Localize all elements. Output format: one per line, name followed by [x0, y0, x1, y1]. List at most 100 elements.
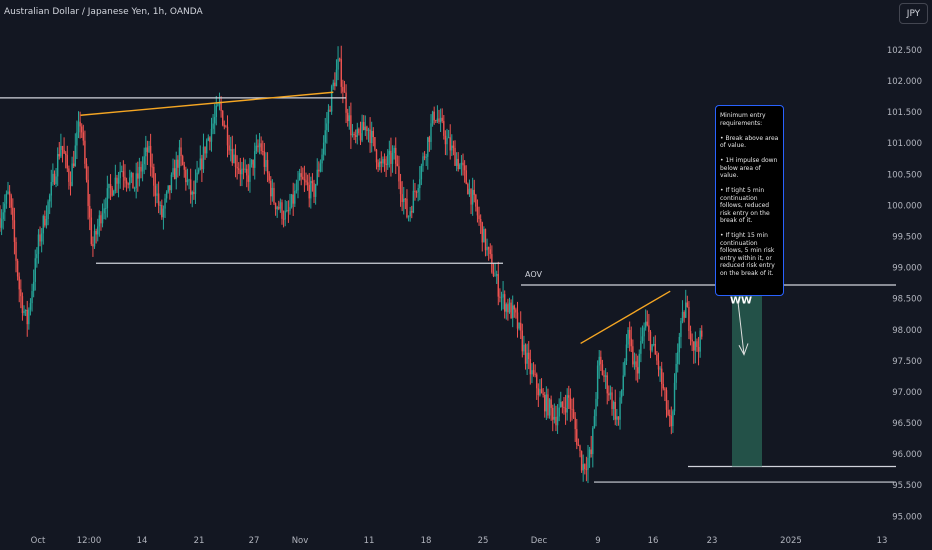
- time-axis[interactable]: Oct 12:00 14 21 27 Nov 11 18 25 Dec 9 16 23 2025 13: [31, 536, 888, 546]
- note-line: continuation: [720, 194, 758, 202]
- candle-body: [148, 145, 150, 152]
- time-tick-label: 11: [364, 536, 375, 546]
- candle-body: [274, 203, 277, 210]
- candle-body: [87, 179, 89, 206]
- candle-body: [606, 375, 608, 394]
- candle-body: [481, 222, 483, 243]
- price-tick-label: 98.000: [892, 326, 922, 336]
- candle-body: [34, 258, 36, 282]
- candle-body: [552, 407, 554, 420]
- candle-body: [693, 341, 695, 351]
- candle-body: [183, 164, 185, 170]
- candle-body: [170, 174, 173, 191]
- note-line: [720, 127, 779, 135]
- candle-body: [164, 198, 166, 209]
- candle-body: [699, 330, 701, 352]
- candle-body: [452, 145, 455, 148]
- upper-trendline[interactable]: [80, 91, 334, 116]
- currency-button[interactable]: JPY: [899, 3, 928, 24]
- candle-body: [278, 207, 280, 209]
- candle-body: [669, 414, 671, 417]
- price-tick-label: 99.000: [892, 264, 922, 274]
- candlestick-series: [0, 45, 703, 484]
- candle-body: [178, 147, 181, 168]
- candle-body: [177, 159, 179, 168]
- candle-body: [372, 130, 375, 138]
- candle-body: [359, 133, 362, 141]
- candle-body: [505, 304, 507, 312]
- candle-body: [284, 210, 286, 220]
- candle-body: [18, 276, 20, 290]
- candle-body: [50, 181, 52, 196]
- candle-body: [48, 195, 51, 202]
- candle-body: [143, 156, 145, 165]
- candle-body: [547, 394, 549, 416]
- candle-body: [28, 309, 30, 325]
- candle-body: [82, 132, 85, 141]
- candle-body: [169, 185, 171, 191]
- candle-body: [582, 464, 584, 471]
- candle-body: [346, 112, 349, 122]
- candle-body: [511, 305, 514, 319]
- candle-body: [640, 340, 642, 354]
- candle-body: [433, 111, 435, 121]
- candle-body: [609, 392, 612, 396]
- candle-body: [321, 154, 323, 164]
- candle-body: [563, 406, 565, 408]
- candle-body: [244, 168, 246, 170]
- price-tick-label: 99.500: [892, 232, 922, 242]
- candle-body: [590, 449, 592, 455]
- time-tick-label: 9: [595, 536, 600, 546]
- candle-body: [382, 158, 384, 164]
- candle-body: [617, 416, 620, 420]
- price-axis[interactable]: 102.500 102.000 101.500 101.000 100.500 100.0…: [887, 46, 922, 522]
- candle-body: [542, 393, 544, 395]
- candle-body: [478, 215, 480, 219]
- candle-body: [79, 121, 81, 127]
- candle-body: [151, 166, 153, 168]
- candle-body: [279, 202, 282, 209]
- candle-body: [145, 147, 147, 157]
- candle-body: [435, 120, 437, 122]
- candle-body: [68, 168, 70, 182]
- time-tick-label: Oct: [31, 536, 46, 546]
- candle-body: [16, 260, 19, 277]
- entry-requirements-note[interactable]: Minimum entry requirements: • Break above …: [715, 105, 784, 296]
- candle-body: [154, 185, 157, 196]
- lower-trendline[interactable]: [580, 290, 671, 345]
- candle-body: [471, 189, 474, 205]
- note-line: [720, 180, 779, 188]
- candle-body: [380, 161, 383, 164]
- candle-body: [300, 173, 302, 177]
- candle-body: [375, 149, 378, 163]
- candle-body: [250, 159, 253, 165]
- candle-body: [576, 429, 578, 445]
- candle-body: [415, 192, 418, 193]
- candle-body: [0, 217, 1, 228]
- candle-body: [116, 177, 118, 184]
- candle-body: [399, 181, 402, 195]
- candle-body: [460, 162, 463, 165]
- candle-body: [225, 126, 227, 128]
- short-position-tool[interactable]: WW: [730, 278, 762, 467]
- candle-body: [247, 175, 250, 182]
- candle-body: [258, 143, 261, 148]
- candle-body: [664, 388, 666, 391]
- candle-body: [12, 207, 14, 221]
- candle-body: [580, 451, 583, 471]
- candle-body: [497, 274, 499, 297]
- candle-body: [213, 117, 216, 124]
- candle-body: [649, 331, 652, 351]
- candle-body: [604, 375, 607, 377]
- note-line: Minimum entry: [720, 112, 766, 119]
- candle-body: [5, 193, 8, 204]
- candle-body: [165, 191, 168, 199]
- candle-body: [185, 169, 187, 183]
- candle-body: [592, 428, 594, 455]
- take-profit-zone[interactable]: [732, 293, 762, 467]
- candle-body: [268, 173, 270, 181]
- candle-body: [560, 401, 562, 408]
- candle-body: [654, 343, 656, 355]
- candle-body: [521, 330, 524, 352]
